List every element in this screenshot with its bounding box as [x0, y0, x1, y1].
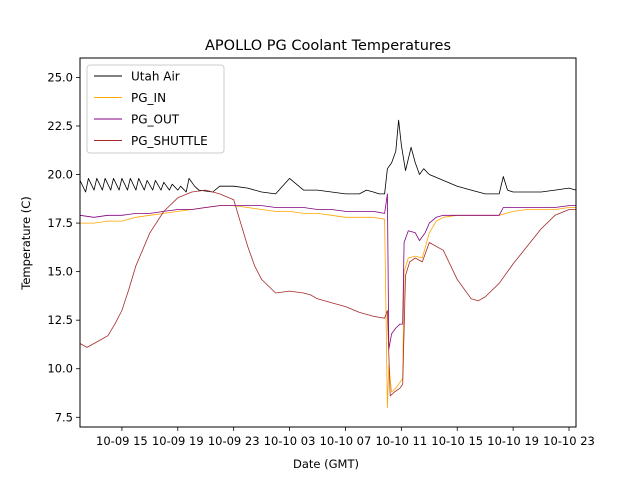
x-tick-label: 10-10 07 [320, 434, 372, 448]
legend-box [86, 64, 225, 154]
x-tick-label: 10-09 19 [152, 434, 204, 448]
y-axis-label: Temperature (C) [19, 196, 33, 291]
series-line-utah-air [79, 119, 577, 195]
legend-entry-label: Utah Air [131, 70, 180, 84]
y-tick-label: 22.5 [47, 119, 73, 133]
y-tick-label: 15.0 [47, 265, 73, 279]
y-tick-label: 20.0 [47, 168, 73, 182]
x-tick-label: 10-10 11 [375, 434, 427, 448]
series-line-pg-out [79, 193, 576, 350]
y-tick-label: 7.5 [55, 410, 73, 424]
series-line-pg-in [80, 205, 576, 409]
y-tick-label: 17.5 [47, 216, 73, 230]
x-tick-label: 10-09 15 [96, 434, 148, 448]
x-axis-label: Date (GMT) [293, 457, 359, 471]
chart-title: APOLLO PG Coolant Temperatures [205, 38, 451, 54]
plot-frame [79, 57, 577, 428]
x-tick-label: 10-10 23 [543, 434, 595, 448]
legend-entry-label: PG_IN [131, 91, 166, 105]
y-tick-label: 25.0 [47, 70, 73, 84]
series-line-pg-shuttle [79, 189, 576, 397]
legend: Utah Air PG_IN PG_OUT PG_SHUTTLE [86, 64, 225, 154]
legend-entry-label: PG_OUT [131, 113, 180, 127]
y-tick-label: 12.5 [47, 313, 73, 327]
legend-entry-label: PG_SHUTTLE [131, 134, 208, 148]
x-tick-label: 10-10 03 [264, 434, 316, 448]
x-tick-label: 10-10 19 [487, 434, 539, 448]
x-tick-label: 10-10 15 [431, 434, 483, 448]
y-tick-label: 10.0 [47, 362, 73, 376]
plot-area: 10-09 15 10-09 19 10-09 23 10-10 03 10-10 07… [47, 57, 595, 448]
x-tick-label: 10-09 23 [208, 434, 260, 448]
